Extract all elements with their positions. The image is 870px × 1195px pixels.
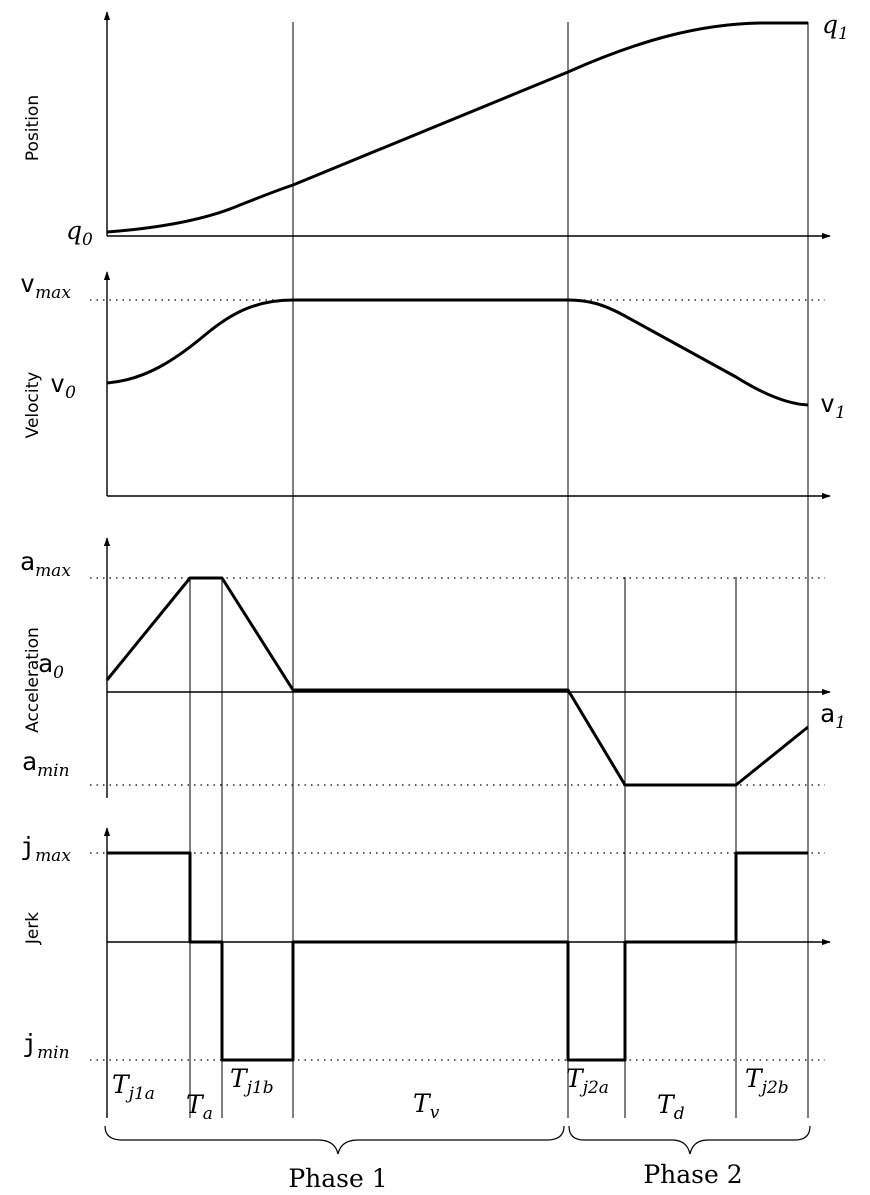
phase-braces: Phase 1 Phase 2 [104, 1125, 811, 1193]
velocity-curve [106, 298, 809, 407]
position-panel: Position [23, 11, 831, 240]
jerk-curve [107, 851, 808, 1062]
velocity-panel: Velocity [23, 271, 831, 500]
acceleration-curve [105, 576, 809, 787]
time-boundaries [189, 22, 809, 1118]
jerk-panel: Jerk [23, 827, 831, 1118]
position-axis-label: Position [23, 95, 43, 161]
tj1a-label: Tj1a [112, 1070, 155, 1104]
position-curve [106, 21, 808, 234]
phase1-brace [104, 1125, 565, 1155]
tj1b-label: Tj1b [230, 1064, 274, 1098]
a0-label: a0 [38, 649, 64, 683]
phase1-label: Phase 1 [288, 1164, 387, 1193]
vmax-label: vmax [20, 269, 71, 303]
q1-label: q1 [822, 10, 849, 44]
phase2-label: Phase 2 [643, 1160, 742, 1189]
value-symbols: q0 q1 vmax v0 v1 amax a0 a1 amin jmax jm… [20, 10, 849, 1063]
velocity-axis-label: Velocity [23, 372, 43, 439]
ta-label: Ta [186, 1090, 213, 1124]
interval-labels: Tj1a Ta Tj1b Tv Tj2a Td Tj2b [112, 1064, 789, 1124]
acceleration-panel: Acceleration [23, 537, 831, 798]
jmax-label: jmax [20, 832, 71, 866]
a1-label: a1 [820, 699, 846, 733]
td-label: Td [657, 1090, 685, 1124]
v0-label: v0 [50, 369, 76, 403]
tj2b-label: Tj2b [745, 1064, 789, 1098]
amax-label: amax [20, 547, 71, 581]
acceleration-axis-label: Acceleration [23, 627, 43, 733]
q0-label: q0 [66, 216, 93, 250]
tv-label: Tv [413, 1089, 440, 1123]
reference-levels [90, 299, 825, 1061]
v1-label: v1 [820, 389, 846, 423]
amin-label: amin [22, 747, 70, 781]
tj2a-label: Tj2a [566, 1064, 609, 1098]
jerk-axis-label: Jerk [23, 912, 43, 945]
phase2-brace [568, 1125, 811, 1155]
jmin-label: jmin [22, 1029, 70, 1063]
